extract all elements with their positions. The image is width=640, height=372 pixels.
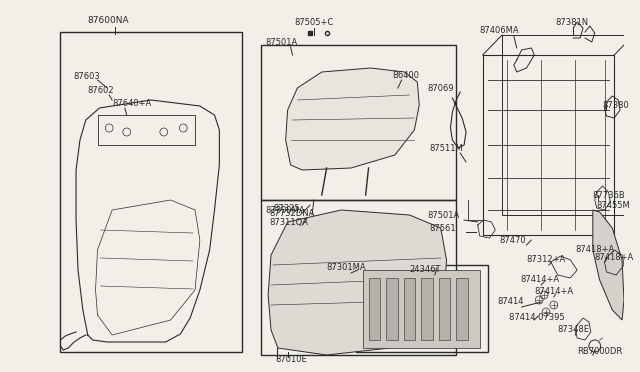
Text: 87301MA: 87301MA	[326, 263, 366, 273]
Text: 87640+A: 87640+A	[112, 99, 152, 108]
Text: 87406MA: 87406MA	[480, 26, 519, 35]
Polygon shape	[421, 278, 433, 340]
Polygon shape	[363, 270, 480, 348]
Text: 87600NA: 87600NA	[88, 16, 129, 25]
Polygon shape	[285, 68, 419, 170]
Text: 87418+A: 87418+A	[595, 253, 634, 263]
Text: 87732DNA: 87732DNA	[269, 208, 314, 218]
Text: 87010E: 87010E	[275, 356, 307, 365]
Text: 87311QA: 87311QA	[269, 218, 308, 227]
Text: 87414+A: 87414+A	[534, 288, 573, 296]
Text: 87511M: 87511M	[429, 144, 463, 153]
Text: 24346T: 24346T	[410, 266, 441, 275]
Bar	[261, 45, 456, 200]
Text: 87414: 87414	[497, 298, 524, 307]
Text: 87470: 87470	[499, 235, 526, 244]
Text: RB7000DR: RB7000DR	[577, 347, 623, 356]
Text: 87381N: 87381N	[556, 17, 589, 26]
Text: 87418+A: 87418+A	[575, 246, 614, 254]
Polygon shape	[268, 210, 447, 355]
Bar	[60, 32, 242, 352]
Text: 87380: 87380	[602, 100, 629, 109]
Text: 87603: 87603	[73, 71, 100, 80]
Text: 87414 07395: 87414 07395	[509, 314, 564, 323]
Text: 87069: 87069	[427, 83, 454, 93]
Text: 87300MA: 87300MA	[265, 205, 305, 215]
Text: 87414+A: 87414+A	[521, 276, 560, 285]
Text: 87602: 87602	[88, 86, 115, 94]
Text: B6400: B6400	[392, 71, 419, 80]
Text: 87501A: 87501A	[427, 211, 460, 219]
Polygon shape	[439, 278, 451, 340]
Polygon shape	[369, 278, 380, 340]
Text: 87455M: 87455M	[596, 201, 630, 209]
Text: 87561: 87561	[429, 224, 456, 232]
Text: 87736B: 87736B	[593, 190, 625, 199]
Polygon shape	[386, 278, 398, 340]
Polygon shape	[456, 278, 468, 340]
Text: 87501A: 87501A	[265, 38, 298, 46]
Bar	[356, 265, 488, 352]
Polygon shape	[593, 210, 624, 320]
Text: 87312+A: 87312+A	[527, 256, 566, 264]
Text: 87505+C: 87505+C	[294, 17, 333, 26]
Bar	[261, 200, 456, 355]
Text: 87325: 87325	[273, 203, 300, 212]
Text: 87348E: 87348E	[557, 326, 589, 334]
Polygon shape	[404, 278, 415, 340]
